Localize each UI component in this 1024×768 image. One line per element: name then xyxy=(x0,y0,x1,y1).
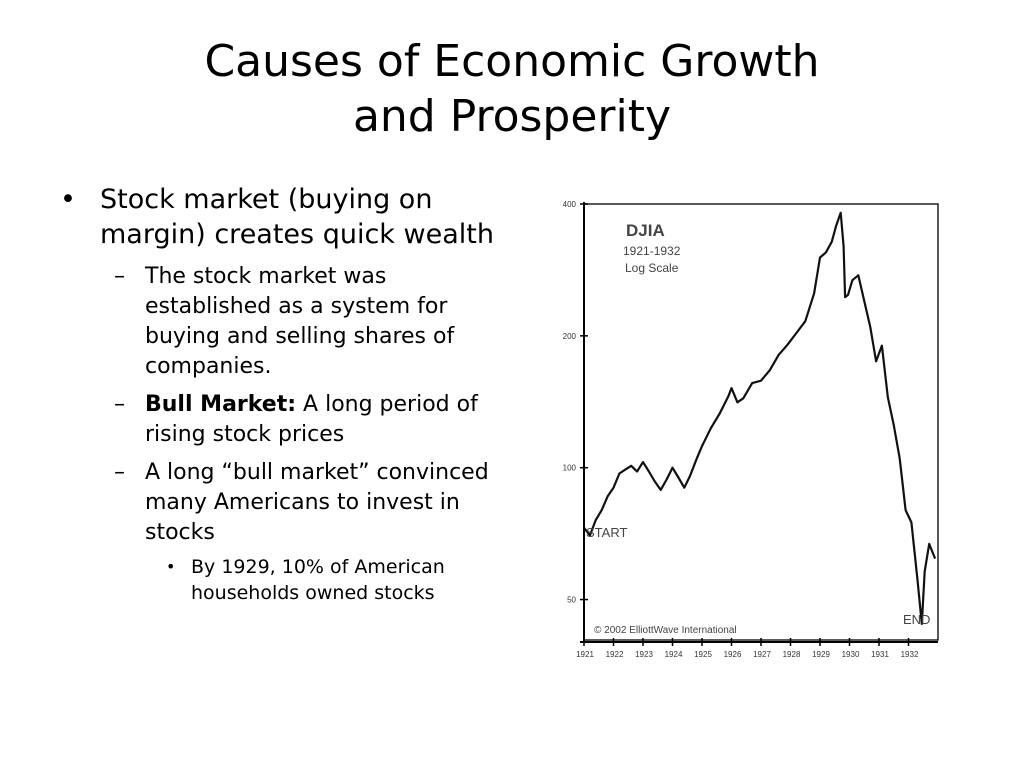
x-tick-label: 1925 xyxy=(694,650,712,659)
bullet-level3-item: • By 1929, 10% of American households ow… xyxy=(58,554,498,606)
x-tick-label: 1922 xyxy=(606,650,624,659)
bull-market-term: Bull Market: xyxy=(145,392,297,417)
chart-subtitle-years: 1921-1932 xyxy=(623,244,681,258)
x-tick-label: 1926 xyxy=(724,650,742,659)
title-line-2: and Prosperity xyxy=(352,91,672,142)
x-tick-label: 1929 xyxy=(812,650,830,659)
x-tick-label: 1921 xyxy=(576,650,594,659)
x-tick-label: 1928 xyxy=(783,650,801,659)
y-tick-label: 50 xyxy=(567,596,576,605)
bullet-text: A long “bull market” convinced many Amer… xyxy=(145,460,489,545)
x-tick-label: 1927 xyxy=(753,650,771,659)
series-line xyxy=(583,211,937,625)
y-tick-label: 200 xyxy=(563,332,577,341)
chart-subtitle-scale: Log Scale xyxy=(625,261,679,275)
title-line-1: Causes of Economic Growth xyxy=(204,36,820,87)
start-label: START xyxy=(586,525,627,540)
x-tick-label: 1924 xyxy=(665,650,683,659)
bullet-text: By 1929, 10% of American households owne… xyxy=(191,556,445,604)
slide-title: Causes of Economic Growth and Prosperity xyxy=(0,34,1024,144)
copyright-label: © 2002 ElliottWave International xyxy=(594,625,737,636)
bullet-dash-icon: – xyxy=(114,460,125,485)
bullet-text: The stock market was established as a sy… xyxy=(145,264,455,379)
bullet-level1-item: • Stock market (buying on margin) create… xyxy=(58,182,498,252)
bullet-dot-icon: • xyxy=(166,557,176,576)
x-tick-label: 1931 xyxy=(871,650,889,659)
y-tick-label: 400 xyxy=(563,200,577,209)
x-tick-label: 1930 xyxy=(842,650,860,659)
bullet-dash-icon: – xyxy=(114,392,125,417)
chart-title: DJIA xyxy=(626,221,665,240)
bullet-dash-icon: – xyxy=(114,264,125,289)
x-tick-label: 1923 xyxy=(635,650,653,659)
bullet-text: Stock market (buying on margin) creates … xyxy=(100,184,494,250)
bullet-level2-item: – Bull Market: A long period of rising s… xyxy=(58,390,498,450)
x-tick-label: 1932 xyxy=(901,650,919,659)
bullet-list: • Stock market (buying on margin) create… xyxy=(58,182,498,606)
end-label: END xyxy=(903,612,930,627)
y-tick-label: 100 xyxy=(563,464,577,473)
bullet-text: A long period of rising stock prices xyxy=(145,392,478,447)
bullet-dot-icon: • xyxy=(60,184,76,215)
bullet-level2-item: – A long “bull market” convinced many Am… xyxy=(58,458,498,548)
djia-chart: 400 200 100 50 1921 1922 1923 1924 1925 1926 1927 1… xyxy=(563,200,939,659)
bullet-level2-item: – The stock market was established as a … xyxy=(58,262,498,382)
